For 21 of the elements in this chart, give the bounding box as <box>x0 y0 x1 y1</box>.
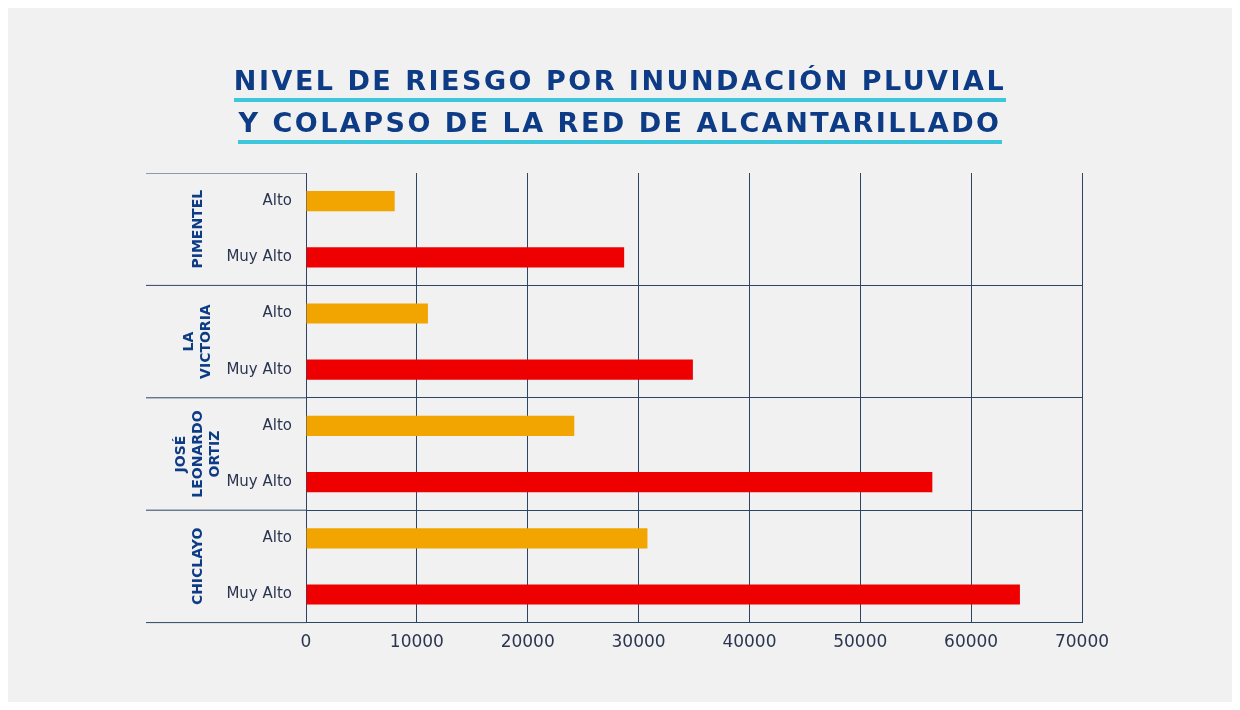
y-tick-label: CHICLAYO <box>188 527 205 606</box>
series-label: Muy Alto <box>226 247 292 266</box>
x-tick-label: 60000 <box>944 631 999 652</box>
y-tick-label: PIMENTEL <box>188 189 205 269</box>
y-tick-label: JOSÉ LEONARDO ORTIZ <box>171 410 222 498</box>
text: Muy Alto <box>226 359 292 378</box>
chart-title: NIVEL DE RIESGO POR INUNDACIÓN PLUVIAL Y COLAPSO DE LA RED DE ALCANTARILLADO <box>233 65 1007 138</box>
x-tick-label: 0 <box>300 631 312 652</box>
x-tick-label: 20000 <box>500 631 555 652</box>
x-tick-label: 30000 <box>611 631 666 652</box>
x-tick-label: 50000 <box>833 631 888 652</box>
text: Alto <box>262 415 292 434</box>
text: Muy Alto <box>226 471 292 490</box>
text: Alto <box>262 303 292 322</box>
x-tick-label: 70000 <box>1054 631 1110 652</box>
series-label: Alto <box>262 190 292 209</box>
text: Muy Alto <box>226 584 292 603</box>
x-tick-label: 10000 <box>389 631 444 652</box>
y-tick-label: LA VICTORIA <box>180 304 214 379</box>
x-tick-label: 40000 <box>722 631 777 652</box>
text: Alto <box>262 528 292 547</box>
